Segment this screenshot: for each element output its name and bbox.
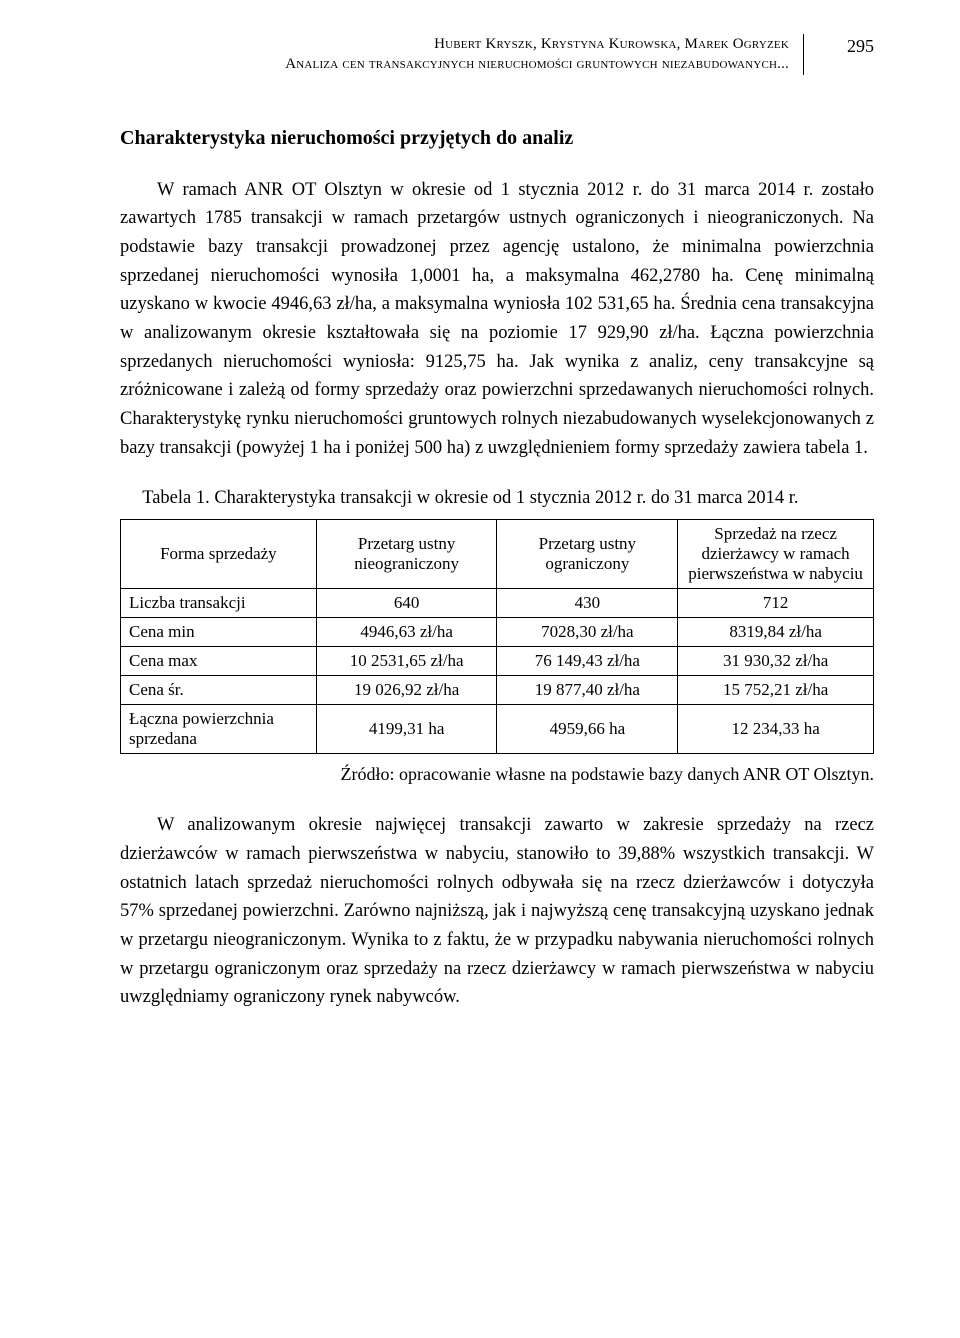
row-value: 4199,31 ha [316, 705, 497, 754]
row-label: Łączna powierzchnia sprzedana [121, 705, 317, 754]
row-value: 640 [316, 589, 497, 618]
row-value: 76 149,43 zł/ha [497, 647, 678, 676]
row-value: 7028,30 zł/ha [497, 618, 678, 647]
body-text-1: W ramach ANR OT Olsztyn w okresie od 1 s… [120, 176, 874, 463]
paragraph-1: W ramach ANR OT Olsztyn w okresie od 1 s… [120, 176, 874, 463]
table-row: Łączna powierzchnia sprzedana 4199,31 ha… [121, 705, 874, 754]
row-label: Cena śr. [121, 676, 317, 705]
row-value: 12 234,33 ha [678, 705, 874, 754]
header-titles: Hubert Kryszk, Krystyna Kurowska, Marek … [120, 34, 789, 75]
running-header: Hubert Kryszk, Krystyna Kurowska, Marek … [120, 34, 874, 75]
row-value: 712 [678, 589, 874, 618]
page-number: 295 [838, 34, 874, 57]
row-label: Liczba transakcji [121, 589, 317, 618]
section-title: Charakterystyka nieruchomości przyjętych… [120, 127, 874, 150]
body-text-2: W analizowanym okresie najwięcej transak… [120, 811, 874, 1012]
header-divider [803, 34, 804, 75]
table-caption: Tabela 1. Charakterystyka transakcji w o… [120, 488, 874, 509]
row-label: Cena min [121, 618, 317, 647]
table-row: Cena śr. 19 026,92 zł/ha 19 877,40 zł/ha… [121, 676, 874, 705]
row-value: 10 2531,65 zł/ha [316, 647, 497, 676]
row-value: 8319,84 zł/ha [678, 618, 874, 647]
col-header-2: Przetarg ustny ograniczony [497, 520, 678, 589]
transactions-table: Forma sprzedaży Przetarg ustny nieograni… [120, 519, 874, 754]
header-authors: Hubert Kryszk, Krystyna Kurowska, Marek … [120, 34, 789, 54]
row-value: 430 [497, 589, 678, 618]
col-header-3: Sprzedaż na rzecz dzierżawcy w ramach pi… [678, 520, 874, 589]
row-value: 19 877,40 zł/ha [497, 676, 678, 705]
table-source: Źródło: opracowanie własne na podstawie … [120, 764, 874, 785]
table-row: Cena min 4946,63 zł/ha 7028,30 zł/ha 831… [121, 618, 874, 647]
table-row: Cena max 10 2531,65 zł/ha 76 149,43 zł/h… [121, 647, 874, 676]
row-value: 4946,63 zł/ha [316, 618, 497, 647]
header-subtitle: Analiza cen transakcyjnych nieruchomości… [120, 54, 789, 74]
row-value: 19 026,92 zł/ha [316, 676, 497, 705]
table-header-row: Forma sprzedaży Przetarg ustny nieograni… [121, 520, 874, 589]
row-value: 31 930,32 zł/ha [678, 647, 874, 676]
col-header-0: Forma sprzedaży [121, 520, 317, 589]
table-row: Liczba transakcji 640 430 712 [121, 589, 874, 618]
page: Hubert Kryszk, Krystyna Kurowska, Marek … [0, 0, 960, 1338]
row-label: Cena max [121, 647, 317, 676]
col-header-1: Przetarg ustny nieograniczony [316, 520, 497, 589]
paragraph-2: W analizowanym okresie najwięcej transak… [120, 811, 874, 1012]
row-value: 4959,66 ha [497, 705, 678, 754]
row-value: 15 752,21 zł/ha [678, 676, 874, 705]
